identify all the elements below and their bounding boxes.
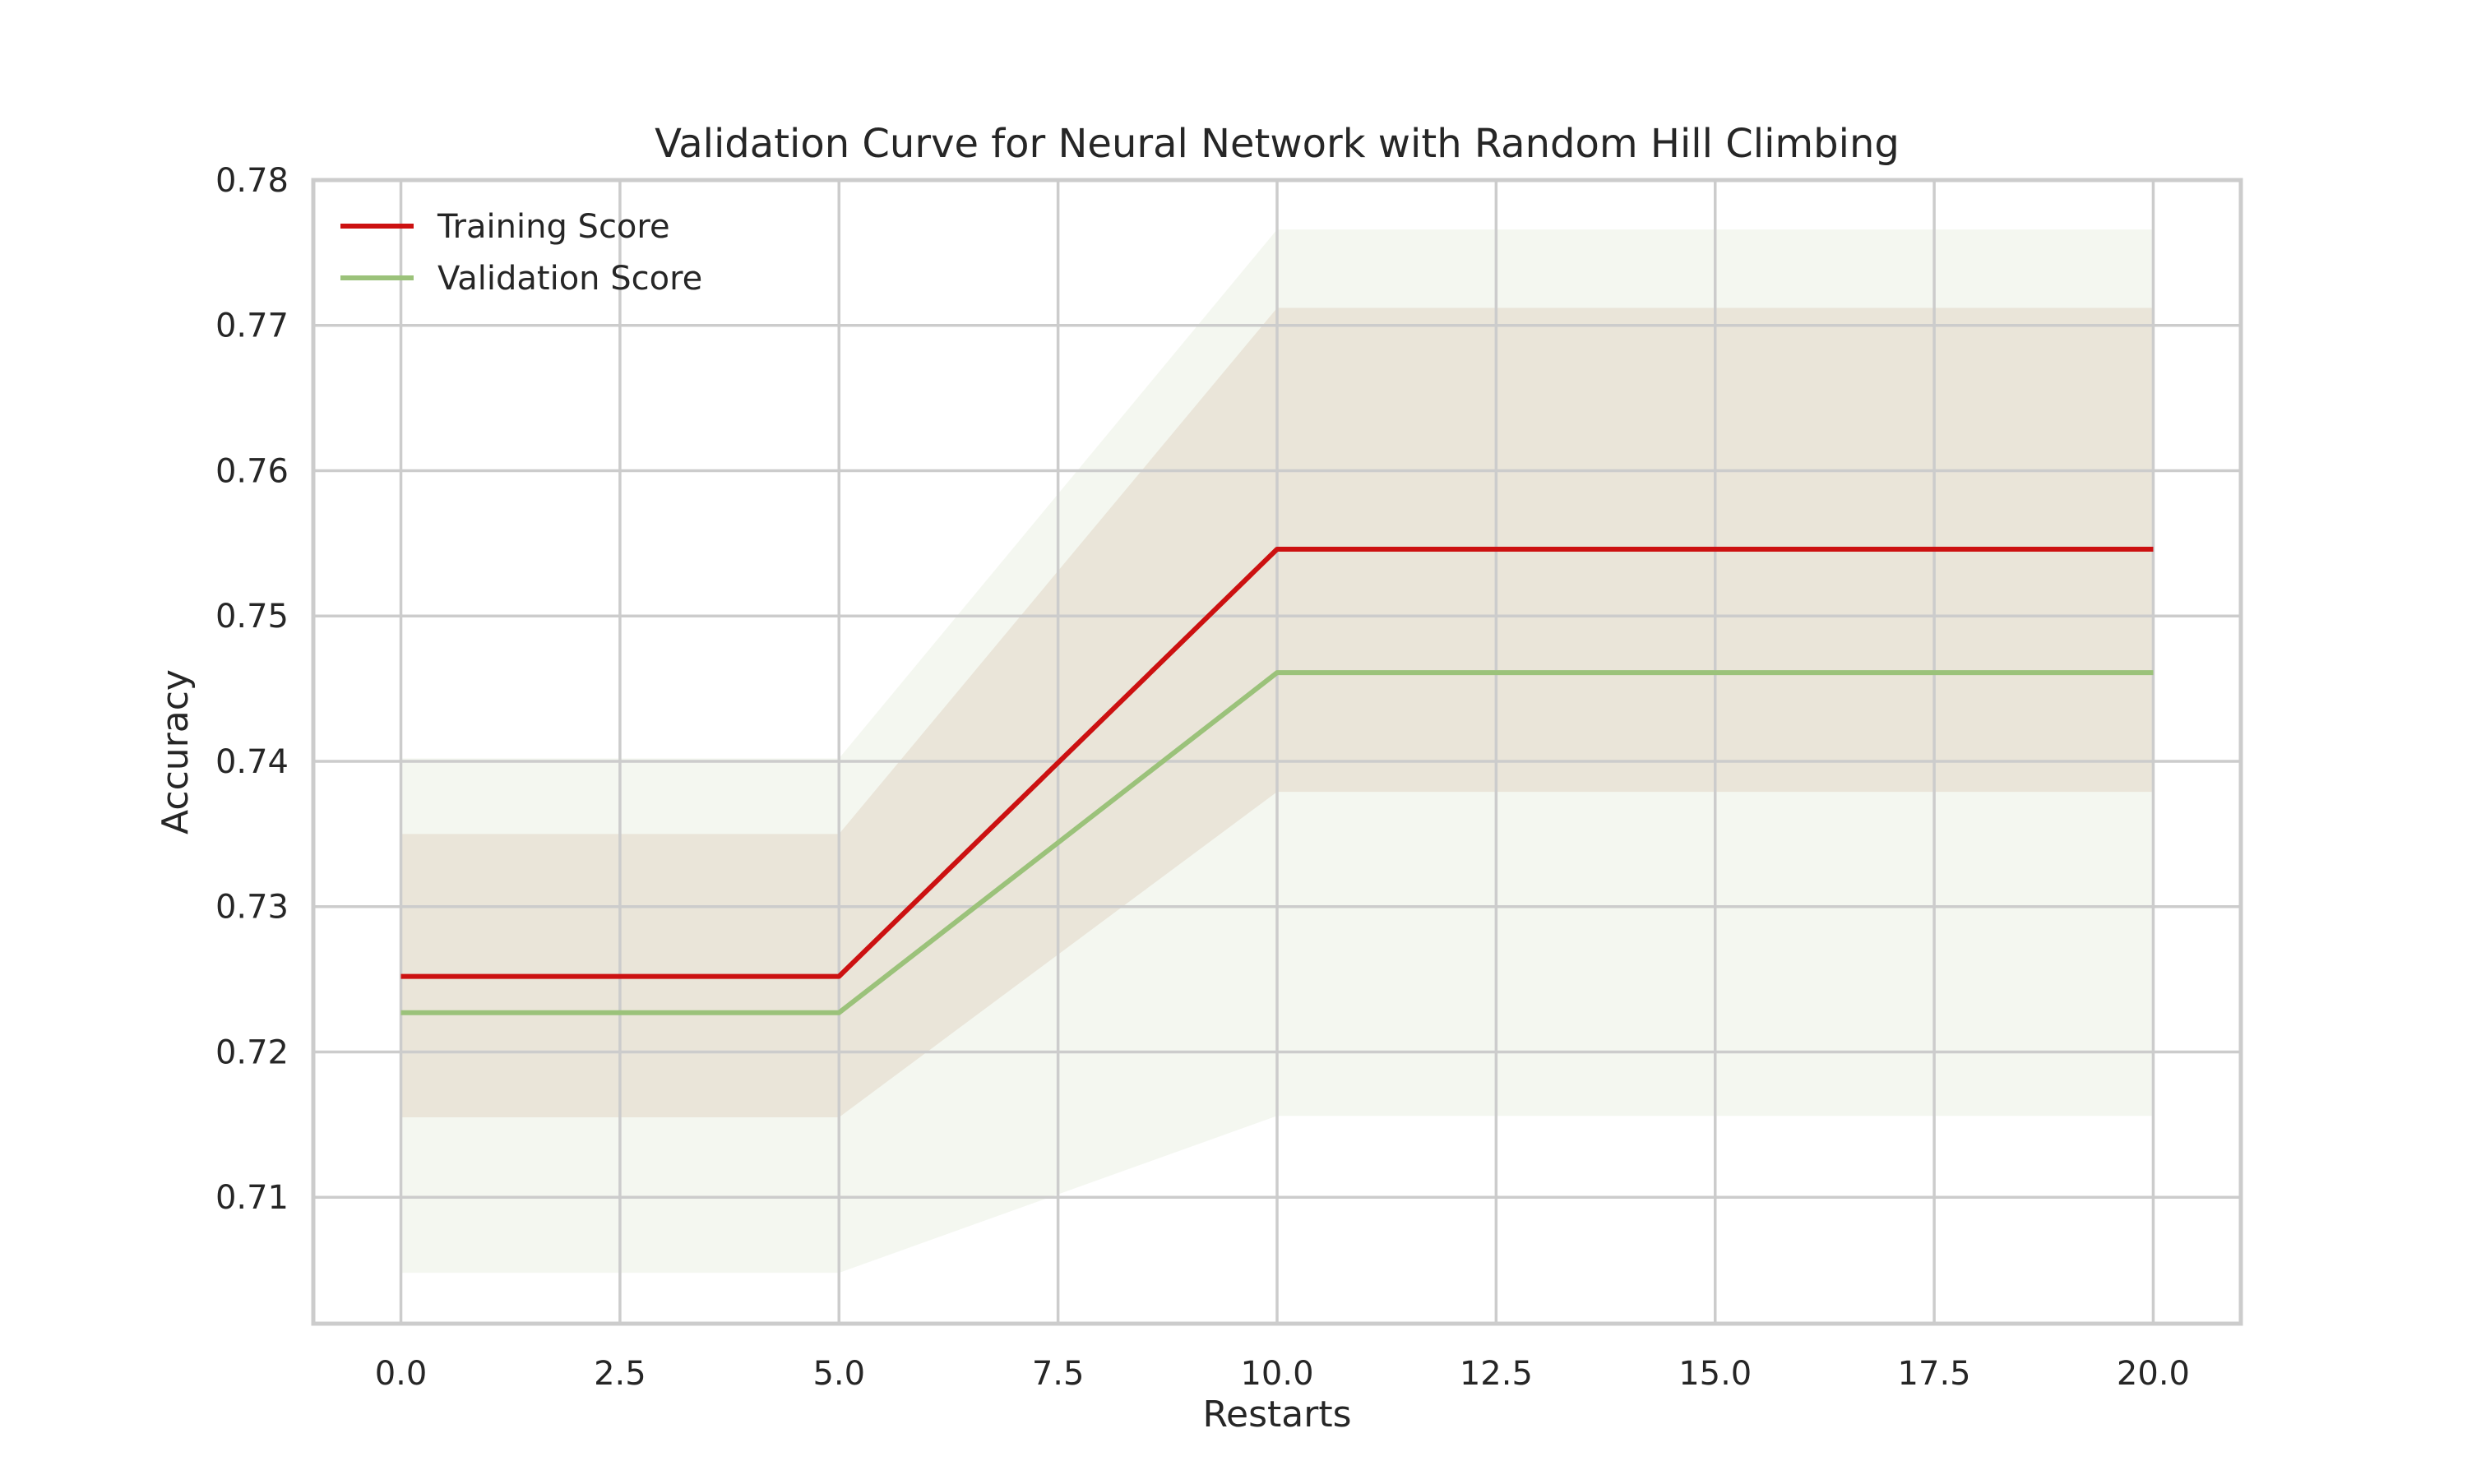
x-tick-label: 7.5 (1032, 1355, 1085, 1393)
x-tick-labels: 0.0 2.5 5.0 7.5 10.0 12.5 15.0 17.5 20.0 (375, 1355, 2190, 1393)
y-tick-label: 0.72 (215, 1033, 289, 1071)
x-tick-label: 20.0 (2117, 1355, 2190, 1393)
grid-lines (313, 178, 2241, 1324)
chart-title: Validation Curve for Neural Network with… (655, 121, 1900, 167)
x-tick-label: 10.0 (1240, 1355, 1313, 1393)
x-tick-label: 2.5 (594, 1355, 646, 1393)
x-axis-label: Restarts (1202, 1394, 1351, 1435)
y-tick-label: 0.78 (215, 162, 289, 200)
x-tick-label: 12.5 (1460, 1355, 1533, 1393)
training-score-line (400, 546, 2154, 979)
y-tick-label: 0.74 (215, 743, 289, 781)
y-tick-labels: 0.71 0.72 0.73 0.74 0.75 0.76 0.77 0.78 (215, 162, 289, 1217)
y-tick-label: 0.77 (215, 307, 289, 345)
legend: Training Score Validation Score (340, 208, 702, 298)
y-tick-label: 0.71 (215, 1179, 289, 1217)
validation-score-line (400, 670, 2154, 1015)
legend-label: Training Score (437, 208, 670, 246)
legend-label: Validation Score (437, 260, 702, 298)
y-tick-label: 0.75 (215, 598, 289, 636)
y-tick-label: 0.76 (215, 452, 289, 490)
x-tick-label: 15.0 (1678, 1355, 1752, 1393)
x-tick-label: 17.5 (1898, 1355, 1971, 1393)
x-tick-label: 5.0 (812, 1355, 865, 1393)
y-tick-label: 0.73 (215, 889, 289, 927)
x-tick-label: 0.0 (375, 1355, 428, 1393)
series-lines (400, 546, 2154, 1015)
y-axis-label: Accuracy (155, 669, 197, 834)
plot-frame (311, 178, 2243, 1326)
